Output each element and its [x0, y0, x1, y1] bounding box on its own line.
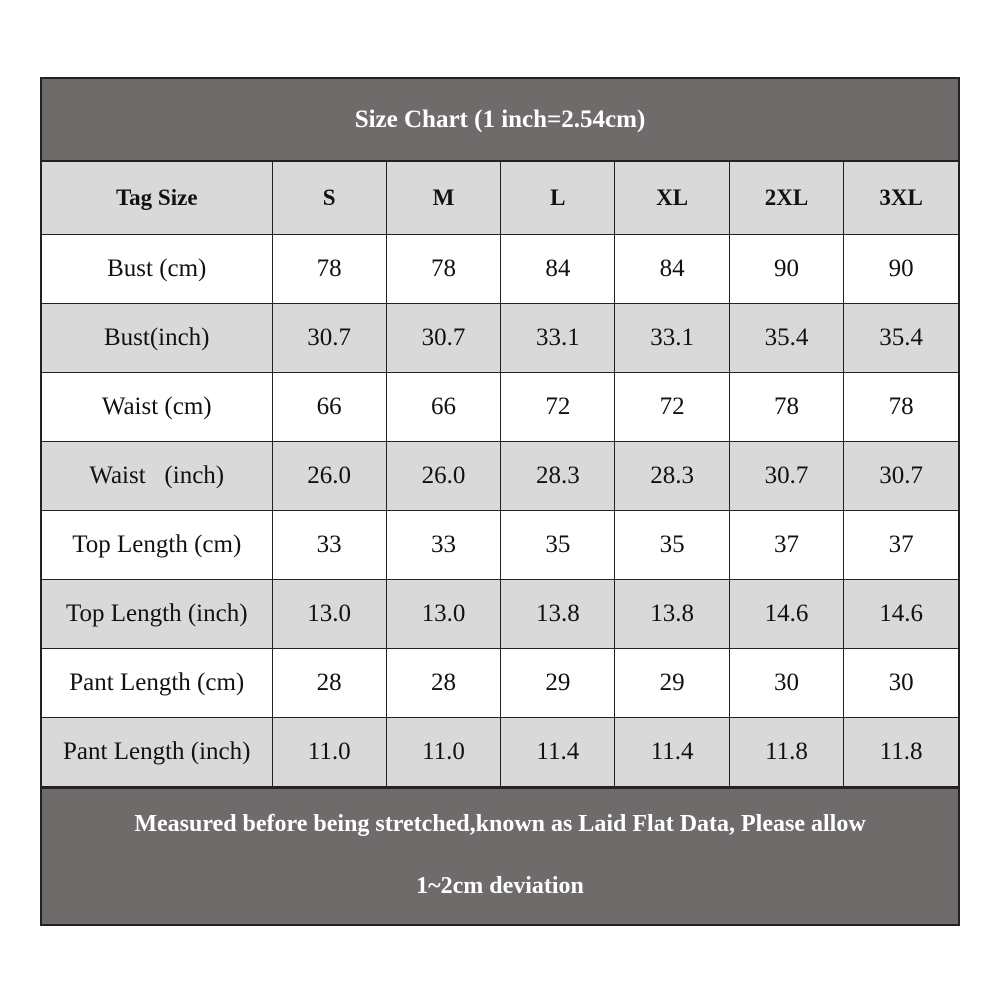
table-cell: 66 — [271, 372, 387, 442]
table-cell: 78 — [843, 372, 958, 442]
table-cell: 13.0 — [271, 579, 387, 649]
table-cell: 78 — [385, 234, 502, 304]
table-row: Top Length (inch) 13.0 13.0 13.8 13.8 14.6 14.… — [42, 579, 958, 649]
table-cell: 2XL — [728, 162, 845, 235]
measurement-note: Measured before being stretched,known as… — [42, 787, 958, 924]
table-cell: 29 — [500, 648, 616, 718]
table-cell: 11.8 — [728, 717, 845, 787]
table-cell: 29 — [614, 648, 730, 718]
table-cell: 3XL — [843, 162, 958, 235]
table-cell: 33 — [385, 510, 502, 580]
table-cell: 35 — [614, 510, 730, 580]
table-cell: 13.8 — [614, 579, 730, 649]
table-cell: XL — [614, 162, 730, 235]
table-cell: 35.4 — [843, 303, 958, 373]
row-label: Pant Length (cm) — [42, 648, 273, 718]
table-cell: 72 — [614, 372, 730, 442]
table-row: Pant Length (inch) 11.0 11.0 11.4 11.4 11.8 11… — [42, 717, 958, 787]
row-label: Waist (cm) — [42, 372, 273, 442]
table-cell: L — [500, 162, 616, 235]
row-label: Top Length (inch) — [42, 579, 273, 649]
table-cell: 35.4 — [728, 303, 845, 373]
table-cell: 37 — [843, 510, 958, 580]
table-cell: 11.8 — [843, 717, 958, 787]
table-cell: 14.6 — [728, 579, 845, 649]
note-line-2: 1~2cm deviation — [416, 873, 584, 899]
table-row: Bust (cm) 78 78 84 84 90 90 — [42, 234, 958, 304]
table-cell: 11.4 — [500, 717, 616, 787]
row-label: Waist (inch) — [42, 441, 273, 511]
table-cell: 30 — [843, 648, 958, 718]
table-cell: 26.0 — [385, 441, 502, 511]
row-label: Tag Size — [42, 162, 273, 235]
header-row: Tag Size S M L XL 2XL 3XL — [42, 162, 958, 235]
table-cell: 14.6 — [843, 579, 958, 649]
table-cell: 28 — [271, 648, 387, 718]
table-cell: 30.7 — [385, 303, 502, 373]
size-chart: Size Chart (1 inch=2.54cm) Tag Size S M L XL… — [40, 77, 960, 926]
table-cell: 26.0 — [271, 441, 387, 511]
table-cell: 30.7 — [843, 441, 958, 511]
row-label: Bust (cm) — [42, 234, 273, 304]
table-cell: 90 — [728, 234, 845, 304]
table-cell: 13.8 — [500, 579, 616, 649]
table-cell: 28.3 — [500, 441, 616, 511]
table-cell: 35 — [500, 510, 616, 580]
table-cell: 84 — [500, 234, 616, 304]
table-cell: 11.0 — [271, 717, 387, 787]
table-cell: 13.0 — [385, 579, 502, 649]
table-row: Waist (cm) 66 66 72 72 78 78 — [42, 372, 958, 442]
row-label: Bust(inch) — [42, 303, 273, 373]
table-cell: M — [385, 162, 502, 235]
table-cell: 37 — [728, 510, 845, 580]
size-table: Tag Size S M L XL 2XL 3XL Bust (cm) 78 78 84 84 90 90… — [42, 162, 958, 787]
table-cell: 66 — [385, 372, 502, 442]
table-cell: 11.0 — [385, 717, 502, 787]
table-cell: 33.1 — [500, 303, 616, 373]
table-cell: 78 — [728, 372, 845, 442]
size-chart-title: Size Chart (1 inch=2.54cm) — [42, 79, 958, 162]
table-cell: 33 — [271, 510, 387, 580]
row-label: Top Length (cm) — [42, 510, 273, 580]
table-cell: 78 — [271, 234, 387, 304]
table-row: Top Length (cm) 33 33 35 35 37 37 — [42, 510, 958, 580]
table-cell: 33.1 — [614, 303, 730, 373]
table-cell: 11.4 — [614, 717, 730, 787]
table-cell: 72 — [500, 372, 616, 442]
table-row: Bust(inch) 30.7 30.7 33.1 33.1 35.4 35.4 — [42, 303, 958, 373]
table-cell: 30.7 — [271, 303, 387, 373]
table-cell: 28.3 — [614, 441, 730, 511]
row-label: Pant Length (inch) — [42, 717, 273, 787]
table-cell: 30 — [728, 648, 845, 718]
note-line-1: Measured before being stretched,known as… — [134, 811, 866, 837]
table-row: Waist (inch) 26.0 26.0 28.3 28.3 30.7 30.7 — [42, 441, 958, 511]
table-cell: S — [271, 162, 387, 235]
table-cell: 84 — [614, 234, 730, 304]
table-row: Pant Length (cm) 28 28 29 29 30 30 — [42, 648, 958, 718]
table-cell: 28 — [385, 648, 502, 718]
table-cell: 30.7 — [728, 441, 845, 511]
table-cell: 90 — [843, 234, 958, 304]
